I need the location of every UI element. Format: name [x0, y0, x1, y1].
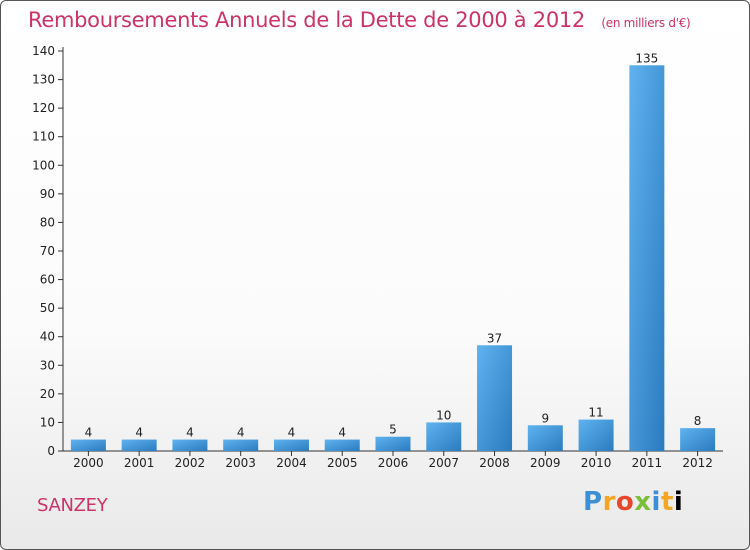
bar-2005 [324, 439, 360, 451]
chart-title-text: Remboursements Annuels de la Dette de 20… [28, 8, 585, 32]
axes: 0 10 20 30 40 50 60 70 80 90 100 110 120 130 140 2000 20… [32, 44, 723, 470]
x-tick-label: 2000 [73, 456, 104, 470]
y-tick-label: 120 [32, 101, 55, 115]
x-tick-label: 2007 [428, 456, 459, 470]
y-tick-label: 40 [40, 330, 55, 344]
data-label: 4 [338, 426, 346, 440]
y-tick-label: 70 [40, 244, 55, 258]
y-tick-label: 50 [40, 301, 55, 315]
data-label: 11 [588, 406, 603, 420]
proxiti-logo: Proxiti [583, 487, 684, 517]
y-tick-label: 10 [40, 415, 55, 429]
bar-2012 [680, 428, 716, 451]
y-tick-label: 60 [40, 273, 55, 287]
x-tick-label: 2002 [175, 456, 206, 470]
y-tick-label: 140 [32, 44, 55, 58]
x-tick-label: 2012 [682, 456, 713, 470]
x-tick-label: 2001 [124, 456, 155, 470]
data-label: 135 [635, 51, 658, 65]
data-label: 8 [694, 414, 702, 428]
x-tick-label: 2009 [530, 456, 561, 470]
data-label: 37 [487, 331, 502, 345]
data-label: 4 [85, 426, 93, 440]
data-label: 4 [288, 426, 296, 440]
x-tick-label: 2010 [581, 456, 612, 470]
y-tick-label: 30 [40, 358, 55, 372]
bar-2008 [477, 345, 513, 451]
bar-2001 [121, 439, 157, 451]
x-tick-label: 2011 [632, 456, 663, 470]
bar-2010 [578, 419, 614, 451]
chart-title: Remboursements Annuels de la Dette de 20… [28, 8, 691, 32]
bar-2002 [172, 439, 208, 451]
y-tick-label: 0 [47, 444, 55, 458]
data-label: 5 [389, 423, 397, 437]
data-label: 4 [186, 426, 194, 440]
x-tick-label: 2006 [378, 456, 409, 470]
data-label: 9 [541, 411, 549, 425]
bar-2011 [629, 65, 665, 452]
commune-name: SANZEY [37, 495, 108, 516]
y-tick-label: 110 [32, 130, 55, 144]
bar-2007 [426, 422, 462, 451]
x-tick-label: 2003 [225, 456, 256, 470]
bar-2009 [527, 425, 563, 451]
data-label: 10 [436, 408, 451, 422]
data-label: 4 [135, 426, 143, 440]
y-tick-label: 130 [32, 73, 55, 87]
bar-2004 [273, 439, 309, 451]
y-tick-label: 80 [40, 215, 55, 229]
x-tick-label: 2004 [276, 456, 307, 470]
x-tick-label: 2008 [479, 456, 510, 470]
bar-2000 [70, 439, 106, 451]
y-tick-label: 90 [40, 187, 55, 201]
x-tick-label: 2005 [327, 456, 358, 470]
y-tick-label: 100 [32, 158, 55, 172]
y-tick-label: 20 [40, 387, 55, 401]
bars [70, 65, 716, 452]
data-label: 4 [237, 426, 245, 440]
data-labels: 4 4 4 4 4 4 5 10 37 9 11 135 8 [85, 51, 702, 439]
bar-2003 [223, 439, 259, 451]
bar-2006 [375, 436, 411, 451]
chart-unit: (en milliers d'€) [601, 16, 691, 30]
